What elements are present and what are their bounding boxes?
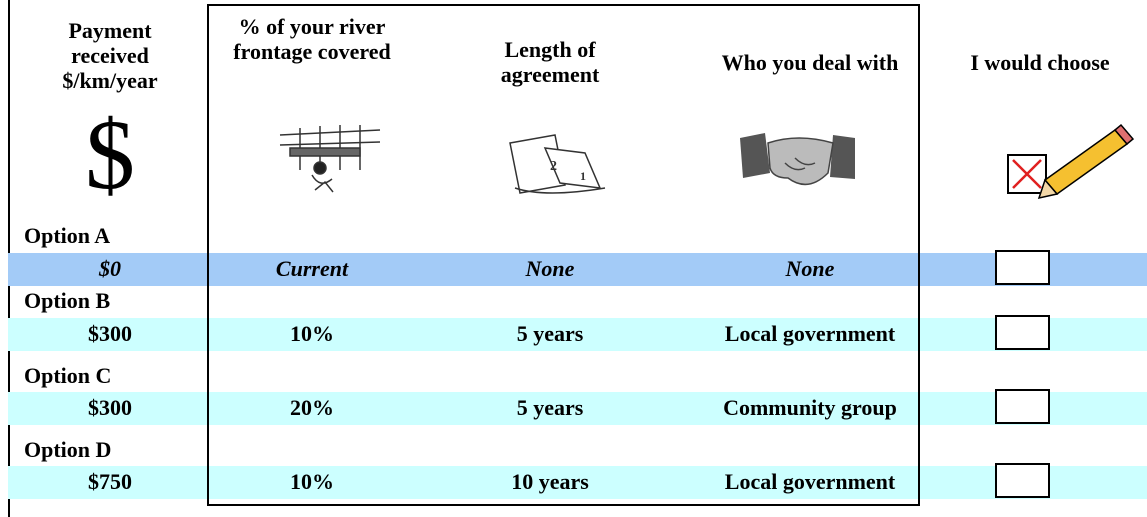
option-label: Option A	[24, 224, 110, 248]
choose-icon	[1005, 120, 1135, 200]
option-label: Option C	[24, 364, 111, 388]
header-cell: I would choose	[940, 50, 1140, 75]
option-value: 10%	[222, 466, 402, 498]
option-value: $0	[20, 253, 200, 285]
choice-checkbox[interactable]	[995, 389, 1050, 424]
header-cell: Who you deal with	[670, 50, 950, 75]
header-cell: Payment received $/km/year	[40, 18, 180, 93]
dollar-icon: $	[60, 100, 160, 210]
option-value: Current	[222, 253, 402, 285]
option-value: $750	[20, 466, 200, 498]
page: Payment received $/km/year % of your riv…	[0, 0, 1147, 517]
header-cell: % of your river frontage covered	[222, 14, 402, 64]
option-value: 10 years	[460, 466, 640, 498]
choice-checkbox[interactable]	[995, 250, 1050, 285]
option-value: 20%	[222, 392, 402, 424]
option-label: Option D	[24, 438, 111, 462]
svg-text:2: 2	[550, 159, 557, 174]
option-value: 5 years	[460, 318, 640, 350]
option-value: Local government	[680, 466, 940, 498]
option-value: Local government	[680, 318, 940, 350]
worker-icon	[270, 120, 390, 200]
option-value: 5 years	[460, 392, 640, 424]
option-value: $300	[20, 318, 200, 350]
calendar-icon: 21	[505, 128, 615, 198]
header-cell: Length of agreement	[480, 37, 620, 87]
option-value: Community group	[680, 392, 940, 424]
option-value: 10%	[222, 318, 402, 350]
choice-checkbox[interactable]	[995, 463, 1050, 498]
svg-text:1: 1	[580, 169, 586, 183]
choice-checkbox[interactable]	[995, 315, 1050, 350]
option-value: None	[680, 253, 940, 285]
option-value: $300	[20, 392, 200, 424]
handshake-icon	[740, 128, 855, 193]
option-label: Option B	[24, 289, 110, 313]
option-value: None	[460, 253, 640, 285]
